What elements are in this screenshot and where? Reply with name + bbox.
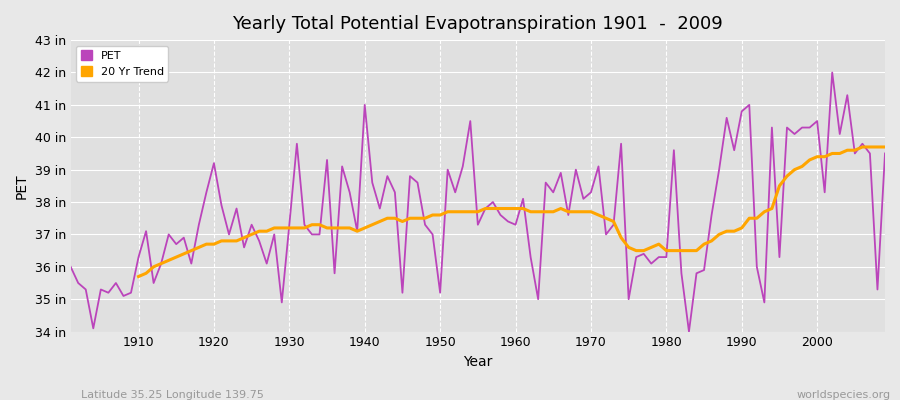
Title: Yearly Total Potential Evapotranspiration 1901  -  2009: Yearly Total Potential Evapotranspiratio… bbox=[232, 15, 724, 33]
X-axis label: Year: Year bbox=[464, 355, 492, 369]
Text: Latitude 35.25 Longitude 139.75: Latitude 35.25 Longitude 139.75 bbox=[81, 390, 264, 400]
Text: worldspecies.org: worldspecies.org bbox=[796, 390, 891, 400]
Y-axis label: PET: PET bbox=[15, 173, 29, 199]
Legend: PET, 20 Yr Trend: PET, 20 Yr Trend bbox=[76, 46, 168, 82]
